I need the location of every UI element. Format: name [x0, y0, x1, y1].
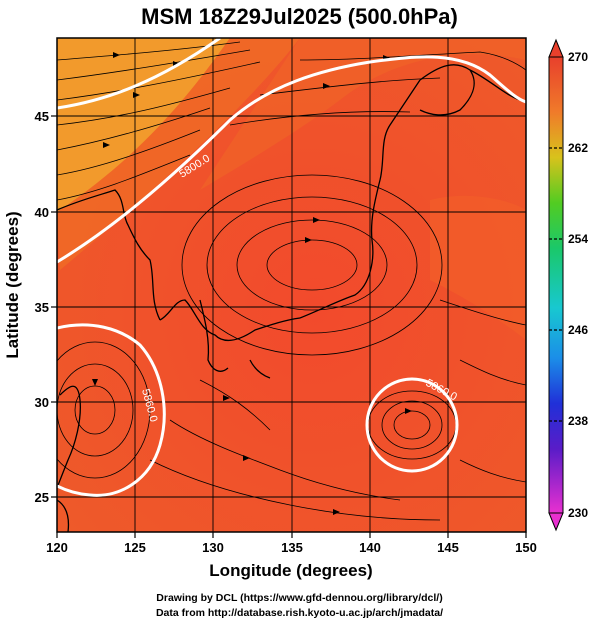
x-tick-label: 130 [202, 540, 224, 555]
contour-north-5860 [57, 38, 221, 110]
colorbar-tick-label: 254 [568, 232, 588, 246]
east-patch [430, 195, 526, 340]
colorbar-bottom-arrow [548, 512, 564, 532]
y-ticks [51, 115, 57, 498]
x-tick-label: 120 [46, 540, 68, 555]
geopotential-contours [57, 38, 526, 497]
colorbar-tick-label: 270 [568, 50, 588, 64]
north-band [200, 38, 526, 190]
x-tick-label: 140 [359, 540, 381, 555]
coast-islands [249, 359, 271, 379]
x-axis-label: Longitude (degrees) [209, 561, 372, 580]
x-tick-label: 135 [281, 540, 303, 555]
credit-drawing: Drawing by DCL (https://www.gfd-dennou.o… [156, 592, 443, 604]
credit-data-source: Data from http://database.rish.kyoto-u.a… [155, 607, 444, 619]
coast-taiwan [57, 385, 81, 489]
y-tick-labels: 25 30 35 40 45 [35, 109, 49, 505]
colorbar-tick-label: 246 [568, 323, 588, 337]
colorbar-tick-label: 238 [568, 414, 588, 428]
contour-5860-southwest [57, 323, 166, 497]
streamlines [57, 41, 526, 521]
y-tick-label: 30 [35, 395, 49, 410]
x-tick-label: 150 [515, 540, 537, 555]
x-tick-label: 145 [437, 540, 459, 555]
map-title: MSM 18Z29Jul2025 (500.0hPa) [141, 4, 458, 29]
grid-lines [57, 38, 526, 532]
y-tick-label: 35 [35, 300, 49, 315]
colorbar-tick-label: 230 [568, 506, 588, 520]
coastlines [57, 64, 521, 532]
colorbar-tick-label: 262 [568, 141, 588, 155]
warm-region-northwest [57, 38, 230, 212]
y-tick-label: 45 [35, 109, 49, 124]
coast-kyushu-shikoku [159, 299, 301, 342]
contour-5800 [57, 55, 526, 264]
colorbar-scale [548, 56, 564, 514]
y-axis-label: Latitude (degrees) [3, 211, 22, 358]
x-ticks [56, 532, 527, 538]
coast-kyushu-south [199, 299, 229, 372]
coast-luzon [57, 499, 70, 532]
x-tick-label: 125 [124, 540, 146, 555]
x-tick-labels: 120 125 130 135 140 145 150 [46, 540, 537, 555]
colorbar-top-arrow [548, 38, 564, 58]
y-tick-label: 25 [35, 490, 49, 505]
colorbar: 270 262 254 246 238 230 [548, 38, 588, 532]
contour-5860-east [365, 377, 459, 473]
plot-area [57, 38, 526, 532]
y-tick-label: 40 [35, 205, 49, 220]
coast-korea-west [57, 189, 161, 321]
coast-hokkaido [419, 64, 475, 116]
